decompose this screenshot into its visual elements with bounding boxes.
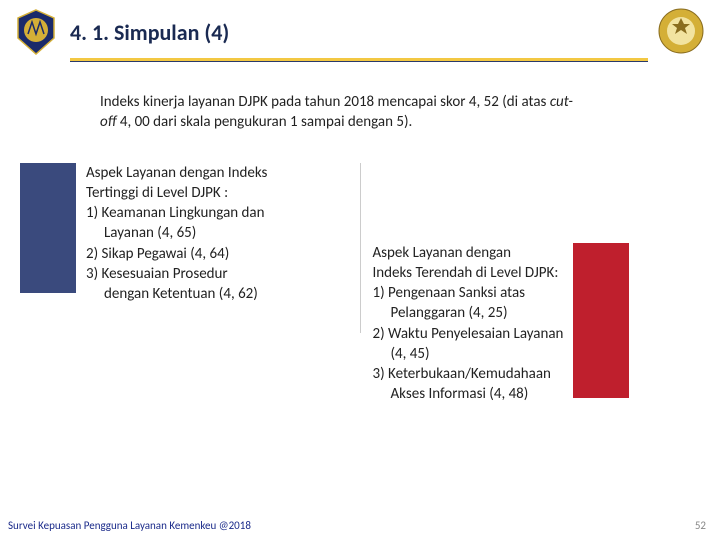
- lowest-h2: Indeks Terendah di Level DJPK:: [373, 263, 564, 283]
- highest-h2: Tertinggi di Level DJPK :: [86, 183, 267, 203]
- highest-text: Aspek Layanan dengan Indeks Tertinggi di…: [86, 163, 267, 305]
- accent-bar-blue: [20, 163, 76, 293]
- highest-i2: 2) Sikap Pegawai (4, 64): [86, 244, 267, 264]
- intro-italic-2: off: [100, 113, 120, 131]
- slide-title: 4. 1. Simpulan (4): [70, 19, 229, 46]
- lowest-i2: 2) Waktu Penyelesaian Layanan: [373, 324, 564, 344]
- page-number: 52: [695, 519, 706, 532]
- highest-i3: 3) Kesesuaian Prosedur: [86, 264, 267, 284]
- column-lowest: Aspek Layanan dengan Indeks Terendah di …: [373, 243, 701, 405]
- highest-i1b: Layanan (4, 65): [86, 223, 267, 243]
- intro-italic-1: cut-: [550, 93, 573, 111]
- intro-paragraph: Indeks kinerja layanan DJPK pada tahun 2…: [100, 92, 670, 133]
- lowest-i3: 3) Keterbukaan/Kemudahaan: [373, 364, 564, 384]
- column-divider: [360, 163, 361, 333]
- lowest-i1: 1) Pengenaan Sanksi atas: [373, 283, 564, 303]
- intro-text-1: Indeks kinerja layanan DJPK pada tahun 2…: [100, 93, 550, 111]
- footer-source: Survei Kepuasan Pengguna Layanan Kemenke…: [8, 519, 251, 532]
- column-highest: Aspek Layanan dengan Indeks Tertinggi di…: [20, 163, 348, 305]
- logo-ugm-icon: [656, 6, 706, 56]
- accent-bar-red: [573, 243, 629, 398]
- slide-header: 4. 1. Simpulan (4): [0, 0, 720, 56]
- logo-kemenkeu-icon: [14, 8, 58, 56]
- lowest-i1b: Pelanggaran (4, 25): [373, 303, 564, 323]
- title-underline: [70, 58, 648, 62]
- lowest-i3b: Akses Informasi (4, 48): [373, 384, 564, 404]
- slide-footer: Survei Kepuasan Pengguna Layanan Kemenke…: [8, 519, 706, 532]
- intro-text-2: 4, 00 dari skala pengukuran 1 sampai den…: [120, 113, 412, 131]
- highest-i1: 1) Keamanan Lingkungan dan: [86, 203, 267, 223]
- lowest-h1: Aspek Layanan dengan: [373, 243, 564, 263]
- columns-container: Aspek Layanan dengan Indeks Tertinggi di…: [0, 163, 720, 405]
- lowest-i2b: (4, 45): [373, 344, 564, 364]
- highest-h1: Aspek Layanan dengan Indeks: [86, 163, 267, 183]
- highest-i3b: dengan Ketentuan (4, 62): [86, 284, 267, 304]
- lowest-text: Aspek Layanan dengan Indeks Terendah di …: [373, 243, 564, 405]
